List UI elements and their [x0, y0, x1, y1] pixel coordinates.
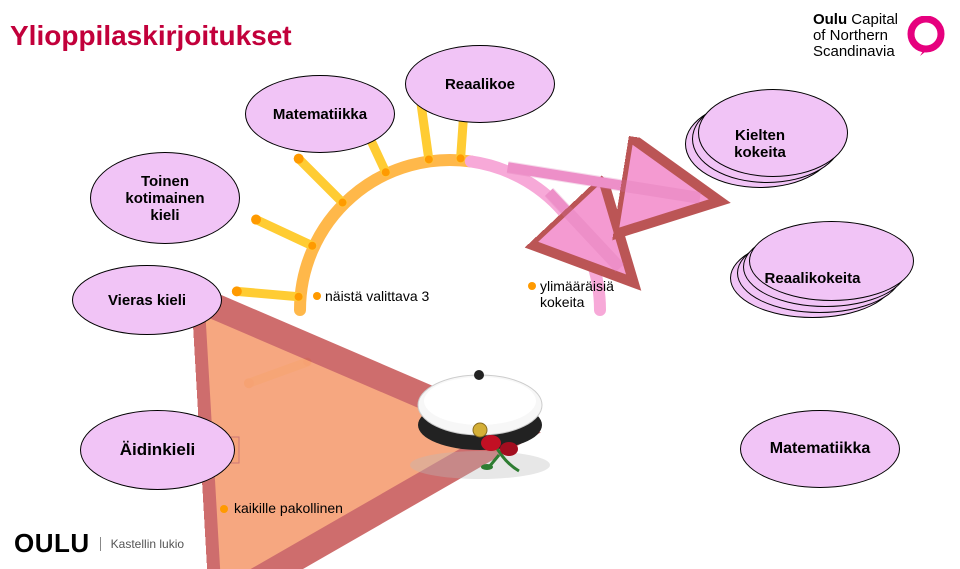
ellipse-matematiikka: Matematiikka: [245, 75, 395, 153]
ellipse-toinen-kotimainen: Toinen kotimainen kieli: [90, 152, 240, 244]
graduation-cap-image: [395, 335, 565, 490]
ellipse-aidinkieli: Äidinkieli: [80, 410, 235, 490]
bullet-icon: [220, 505, 228, 513]
ellipse-reaalikokeita: Reaalikokeita: [730, 238, 895, 318]
label-ylimaaraisia: ylimääräisiä kokeita: [540, 278, 614, 310]
label-kaikille-pakollinen: kaikille pakollinen: [220, 500, 343, 516]
label-naista-valittava: näistä valittava 3: [325, 288, 429, 304]
ellipse-vieras-kieli: Vieras kieli: [72, 265, 222, 335]
ellipse-kielten-kokeita: Kielten kokeita: [685, 100, 835, 188]
ellipse-matematiikka-2: Matematiikka: [740, 410, 900, 488]
ellipse-reaalikoe: Reaalikoe: [405, 45, 555, 123]
